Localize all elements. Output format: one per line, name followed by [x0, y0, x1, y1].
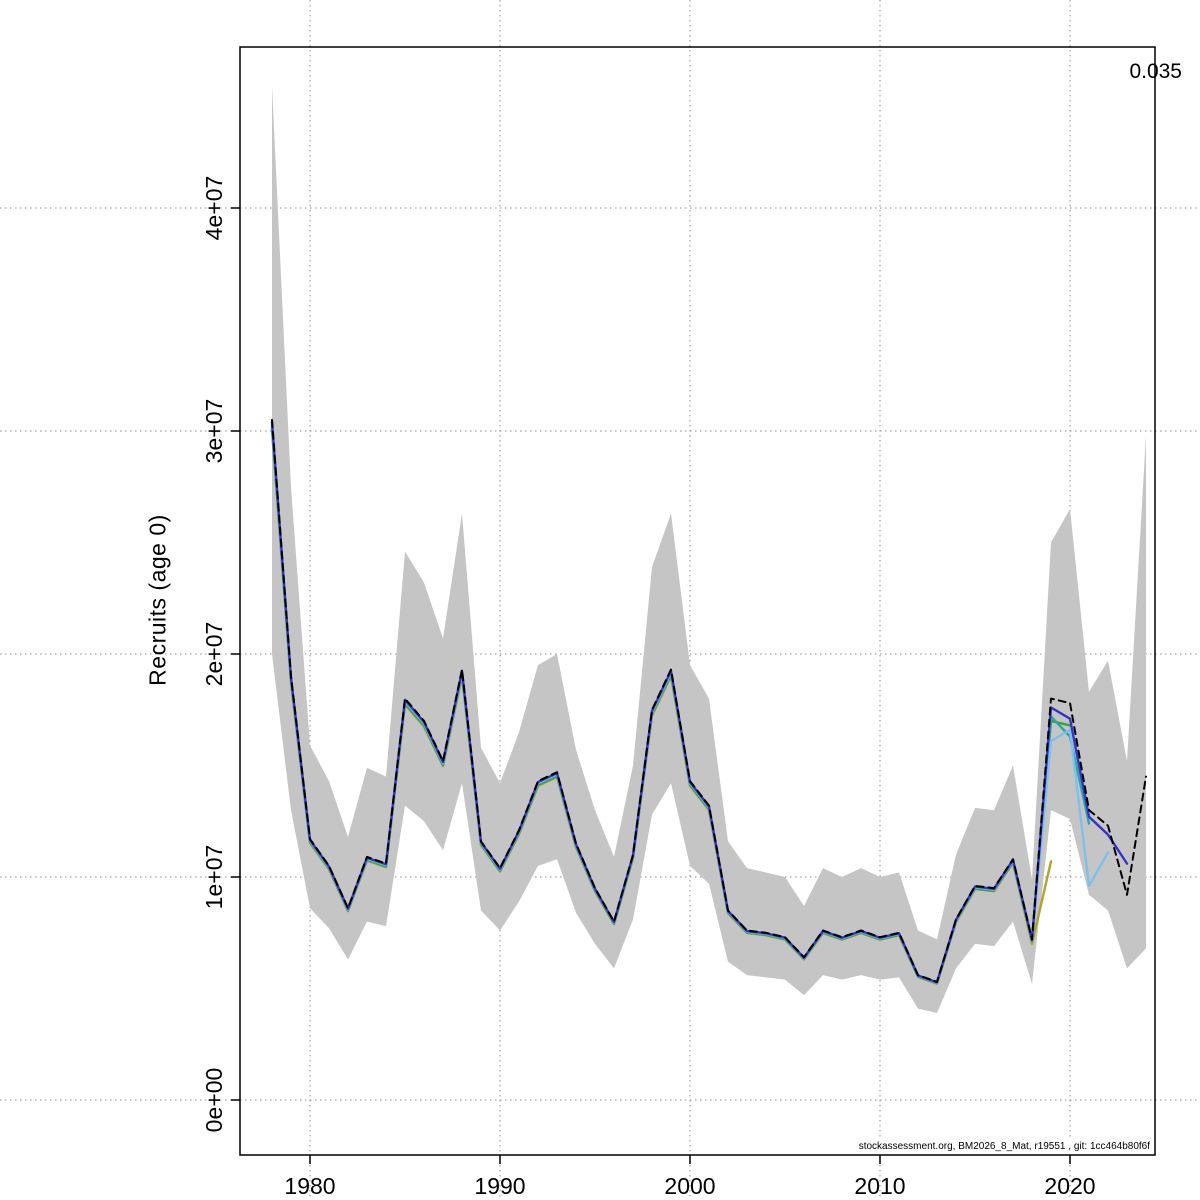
y-tick-label: 1e+07 — [201, 845, 227, 910]
series-line-current-2024 — [271, 418, 1147, 983]
plot-box — [239, 46, 1156, 1156]
mohns-rho-value: 0.035 — [1129, 60, 1182, 83]
x-tick-label: 1980 — [284, 1173, 335, 1199]
x-tick-label: 2010 — [854, 1173, 905, 1199]
confidence-band — [272, 85, 1146, 1013]
attribution-text: stockassessment.org, BM2026_8_Mat, r1955… — [854, 1140, 1154, 1153]
y-tick-label: 0e+00 — [201, 1068, 227, 1133]
x-tick-label: 2020 — [1044, 1173, 1095, 1199]
y-tick-label: 4e+07 — [201, 176, 227, 241]
x-tick-label: 2000 — [664, 1173, 715, 1199]
x-tick-label: 1990 — [474, 1173, 525, 1199]
y-tick-label: 3e+07 — [201, 399, 227, 464]
y-axis-title: Recruits (age 0) — [144, 514, 171, 686]
y-tick-label: 2e+07 — [201, 622, 227, 687]
